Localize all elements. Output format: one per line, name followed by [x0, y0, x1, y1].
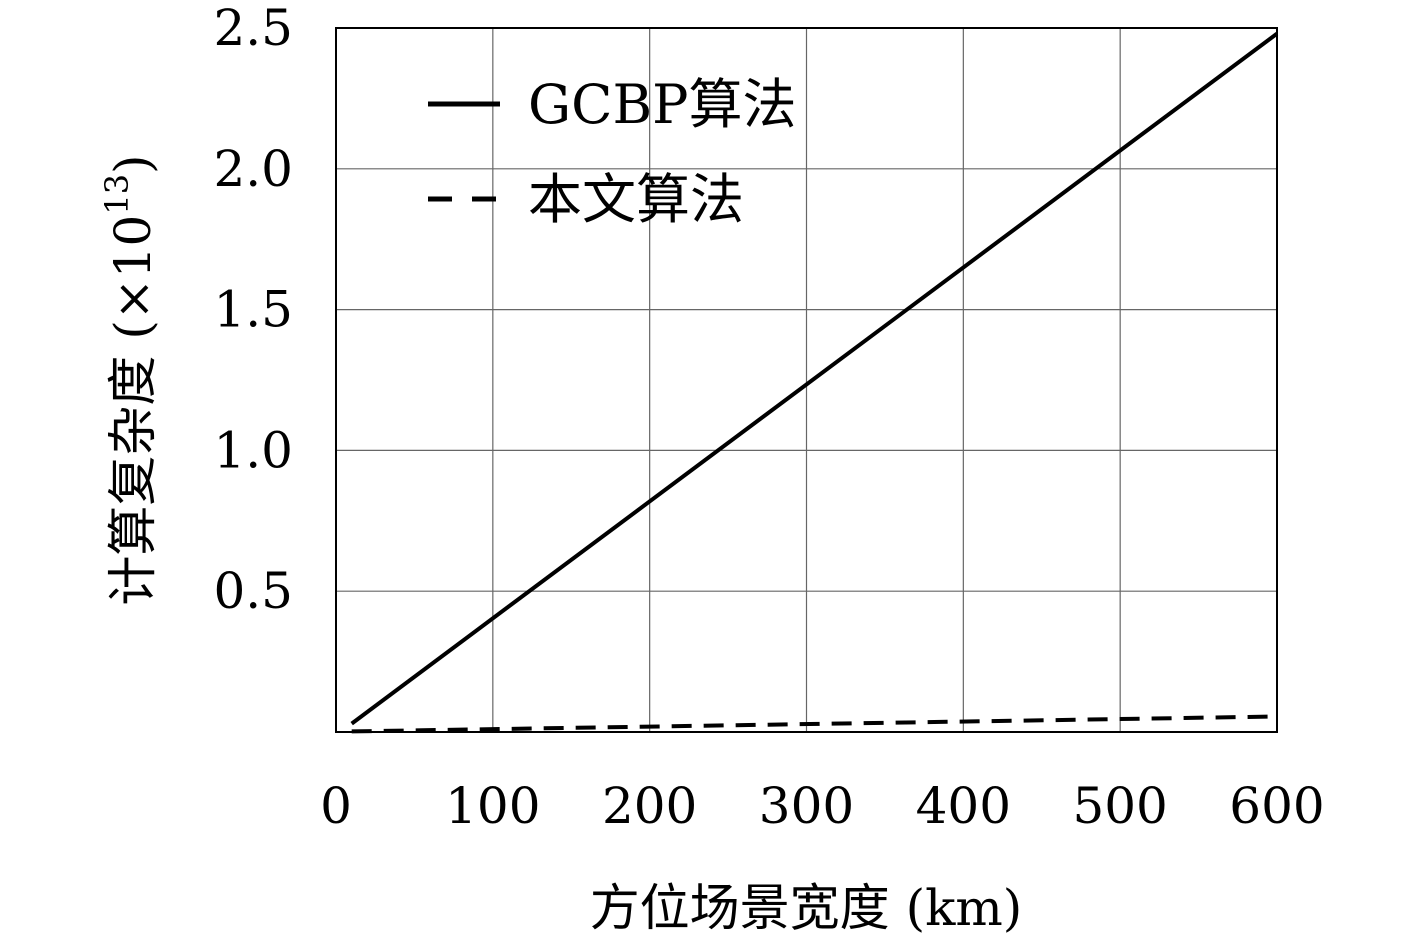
y-axis-label-close: ): [104, 154, 162, 174]
x-tick-labels: 0 100 200 300 400 500 600: [320, 777, 1325, 835]
y-tick-labels: 0.5 1.0 1.5 2.0 2.5: [213, 0, 293, 620]
x-tick-label: 600: [1229, 777, 1324, 835]
x-tick-label: 200: [602, 777, 697, 835]
legend-label: GCBP算法: [528, 73, 796, 136]
y-axis-label-main: 计算复杂度 (×10: [104, 215, 162, 606]
x-tick-label: 100: [445, 777, 540, 835]
y-tick-label: 2.5: [213, 0, 293, 57]
x-tick-label: 400: [916, 777, 1011, 835]
grid: [336, 28, 1277, 732]
y-axis-label-exponent: 13: [98, 174, 136, 215]
x-tick-label: 500: [1072, 777, 1167, 835]
y-tick-label: 1.5: [213, 281, 293, 339]
legend-label: 本文算法: [528, 168, 744, 231]
x-axis-label: 方位场景宽度 (km): [590, 879, 1023, 937]
x-tick-label: 0: [320, 777, 352, 835]
series-line: [351, 714, 1278, 734]
y-tick-label: 0.5: [213, 562, 293, 620]
y-tick-label: 1.0: [213, 421, 293, 479]
x-tick-label: 300: [759, 777, 854, 835]
y-tick-label: 2.0: [213, 140, 293, 198]
plot-frame: [335, 27, 1278, 733]
y-axis-label: 计算复杂度 (×1013): [98, 154, 162, 605]
series-lines: [350, 31, 1279, 734]
series-line: [350, 31, 1279, 726]
